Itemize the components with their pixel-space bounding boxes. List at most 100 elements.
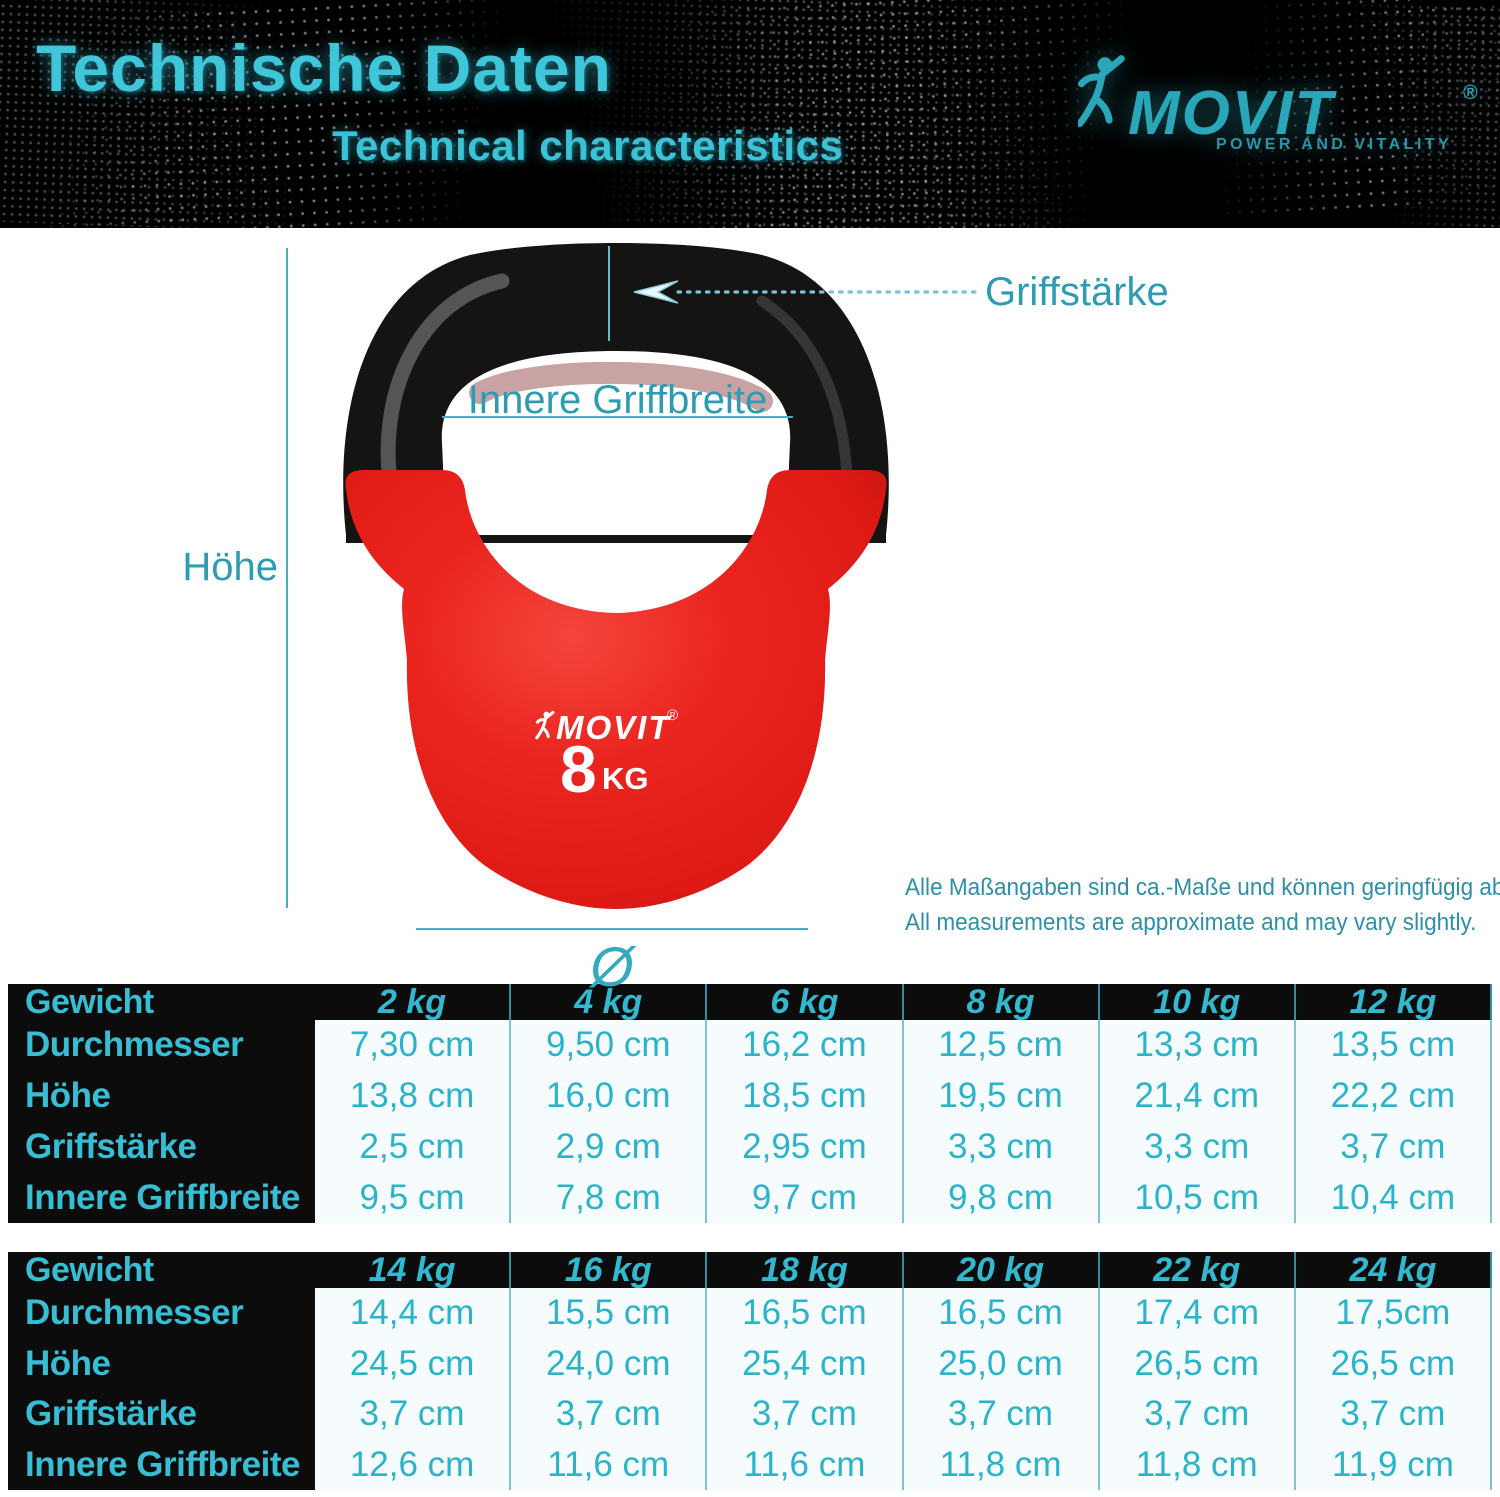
weight-column-header: 6 kg bbox=[707, 983, 904, 1021]
kettlebell-registered-mark: ® bbox=[667, 707, 678, 724]
spec-row-label: Durchmesser bbox=[25, 1025, 244, 1065]
spec-value-cell: 11,6 cm bbox=[511, 1439, 708, 1490]
spec-value-cell: 12,6 cm bbox=[315, 1439, 512, 1490]
grip-thickness-label: Griffstärke bbox=[985, 270, 1169, 314]
weight-column-header: 14 kg bbox=[315, 1251, 512, 1289]
jumping-figure-icon bbox=[1078, 55, 1125, 128]
spec-row-label: Griffstärke bbox=[25, 1394, 197, 1434]
spec-value-cell: 7,30 cm bbox=[315, 1020, 512, 1071]
arrowhead-icon bbox=[633, 280, 679, 304]
kettlebell-body bbox=[345, 470, 887, 909]
kettlebell-weight-number: 8 bbox=[560, 732, 597, 806]
kettlebell-brand-text: MOVIT bbox=[556, 709, 671, 746]
spec-value-cell: 10,4 cm bbox=[1295, 1172, 1492, 1223]
spec-value-cell: 3,7 cm bbox=[1295, 1121, 1492, 1173]
spec-value-cell: 11,9 cm bbox=[1295, 1439, 1492, 1490]
inner-grip-width-label: Innere Griffbreite bbox=[467, 378, 768, 422]
height-measure-line bbox=[286, 248, 288, 908]
spec-value-cell: 3,3 cm bbox=[903, 1121, 1100, 1173]
spec-value-cell: 3,7 cm bbox=[903, 1389, 1100, 1440]
spec-value-cell: 11,8 cm bbox=[903, 1439, 1100, 1490]
weight-header-label: Gewicht bbox=[25, 1250, 154, 1289]
spec-value-cell: 7,8 cm bbox=[511, 1172, 708, 1223]
kettlebell-diagram: MOVIT ® 8 KG Höhe Griffstärke Innere Gri… bbox=[0, 228, 1500, 998]
spec-value-cell: 2,9 cm bbox=[511, 1121, 708, 1173]
spec-row-label: Innere Griffbreite bbox=[25, 1444, 300, 1484]
spec-value-cell: 3,7 cm bbox=[1099, 1389, 1296, 1440]
spec-value-cell: 17,4 cm bbox=[1099, 1288, 1296, 1339]
spec-value-cell: 9,8 cm bbox=[903, 1172, 1100, 1223]
spec-value-cell: 13,5 cm bbox=[1295, 1020, 1492, 1071]
spec-value-cell: 11,8 cm bbox=[1099, 1439, 1296, 1490]
diameter-measure-line bbox=[416, 928, 808, 930]
spec-value-cell: 13,8 cm bbox=[315, 1070, 512, 1122]
kettlebell-handle bbox=[343, 243, 889, 543]
weight-column-header: 4 kg bbox=[511, 983, 708, 1021]
spec-value-cell: 3,7 cm bbox=[1295, 1389, 1492, 1440]
handle-gloss bbox=[756, 295, 853, 481]
spec-value-cell: 18,5 cm bbox=[707, 1070, 904, 1122]
weight-column-header: 8 kg bbox=[904, 983, 1100, 1021]
spec-value-cell: 11,6 cm bbox=[707, 1439, 904, 1490]
spec-value-cell: 22,2 cm bbox=[1295, 1070, 1492, 1122]
weight-column-header: 24 kg bbox=[1296, 1251, 1492, 1289]
registered-mark: ® bbox=[1463, 82, 1478, 104]
kettlebell-weight-unit: KG bbox=[602, 761, 649, 796]
spec-value-cell: 15,5 cm bbox=[511, 1288, 708, 1339]
grip-thickness-measure-line bbox=[608, 246, 610, 341]
weight-column-header: 12 kg bbox=[1296, 983, 1492, 1021]
spec-row-label: Höhe bbox=[25, 1076, 111, 1116]
weight-column-header: 2 kg bbox=[315, 983, 512, 1021]
spec-value-cell: 24,0 cm bbox=[511, 1338, 708, 1389]
spec-value-cell: 25,4 cm bbox=[707, 1338, 904, 1389]
spec-value-cell: 14,4 cm bbox=[315, 1288, 512, 1339]
spec-value-cell: 2,95 cm bbox=[707, 1121, 904, 1173]
kettlebell-logo-figure bbox=[535, 710, 555, 740]
spec-value-cell: 9,5 cm bbox=[315, 1172, 512, 1223]
header-banner: Technische Daten Technical characteristi… bbox=[0, 0, 1500, 228]
measurement-disclaimer: Alle Maßangaben sind ca.-Maße und können… bbox=[905, 870, 1500, 940]
spec-value-cell: 9,50 cm bbox=[511, 1020, 708, 1071]
disclaimer-german: Alle Maßangaben sind ca.-Maße und können… bbox=[905, 874, 1500, 901]
spec-row-label: Griffstärke bbox=[25, 1126, 197, 1166]
spec-value-cell: 3,3 cm bbox=[1099, 1121, 1296, 1173]
height-label: Höhe bbox=[182, 545, 278, 589]
weight-header-label: Gewicht bbox=[25, 982, 154, 1021]
spec-value-cell: 24,5 cm bbox=[315, 1338, 512, 1389]
spec-value-cell: 21,4 cm bbox=[1099, 1070, 1296, 1122]
spec-row-label: Innere Griffbreite bbox=[25, 1177, 300, 1217]
spec-value-cell: 16,0 cm bbox=[511, 1070, 708, 1122]
grip-thickness-arrow bbox=[633, 280, 980, 304]
spec-value-cell: 13,3 cm bbox=[1099, 1020, 1296, 1071]
spec-table-2: Gewicht 14 kg 16 kg 18 kg 20 kg 22 kg 24 kg Dur… bbox=[8, 1250, 1492, 1490]
spec-value-cell: 3,7 cm bbox=[315, 1389, 512, 1440]
spec-value-cell: 3,7 cm bbox=[511, 1389, 708, 1440]
kettlebell-illustration: MOVIT ® 8 KG bbox=[343, 243, 889, 909]
spec-table-1: Gewicht 2 kg 4 kg 6 kg 8 kg 10 kg 12 kg Durchme… bbox=[8, 982, 1492, 1223]
brand-tagline: POWER AND VITALITY bbox=[1216, 136, 1453, 153]
diameter-symbol: Ø bbox=[590, 935, 634, 998]
weight-column-header: 18 kg bbox=[707, 1251, 904, 1289]
spec-value-cell: 26,5 cm bbox=[1295, 1338, 1492, 1389]
brand-logo: MOVIT ® POWER AND VITALITY bbox=[1078, 52, 1492, 172]
spec-value-cell: 9,7 cm bbox=[707, 1172, 904, 1223]
handle-reflection bbox=[469, 361, 773, 412]
weight-column-header: 20 kg bbox=[904, 1251, 1100, 1289]
spec-value-cell: 16,2 cm bbox=[707, 1020, 904, 1071]
page-subtitle: Technical characteristics bbox=[332, 122, 844, 169]
weight-column-header: 10 kg bbox=[1100, 983, 1296, 1021]
spec-value-cell: 12,5 cm bbox=[903, 1020, 1100, 1071]
spec-value-cell: 17,5cm bbox=[1295, 1288, 1492, 1339]
handle-gloss bbox=[380, 273, 510, 491]
spec-value-cell: 26,5 cm bbox=[1099, 1338, 1296, 1389]
spec-value-cell: 25,0 cm bbox=[903, 1338, 1100, 1389]
weight-column-header: 22 kg bbox=[1100, 1251, 1296, 1289]
spec-value-cell: 2,5 cm bbox=[315, 1121, 512, 1173]
spec-row-label: Höhe bbox=[25, 1343, 111, 1383]
brand-name: MOVIT bbox=[1128, 79, 1335, 148]
page-title: Technische Daten bbox=[36, 31, 612, 105]
disclaimer-english: All measurements are approximate and may… bbox=[905, 909, 1477, 936]
weight-column-header: 16 kg bbox=[511, 1251, 708, 1289]
spec-value-cell: 19,5 cm bbox=[903, 1070, 1100, 1122]
